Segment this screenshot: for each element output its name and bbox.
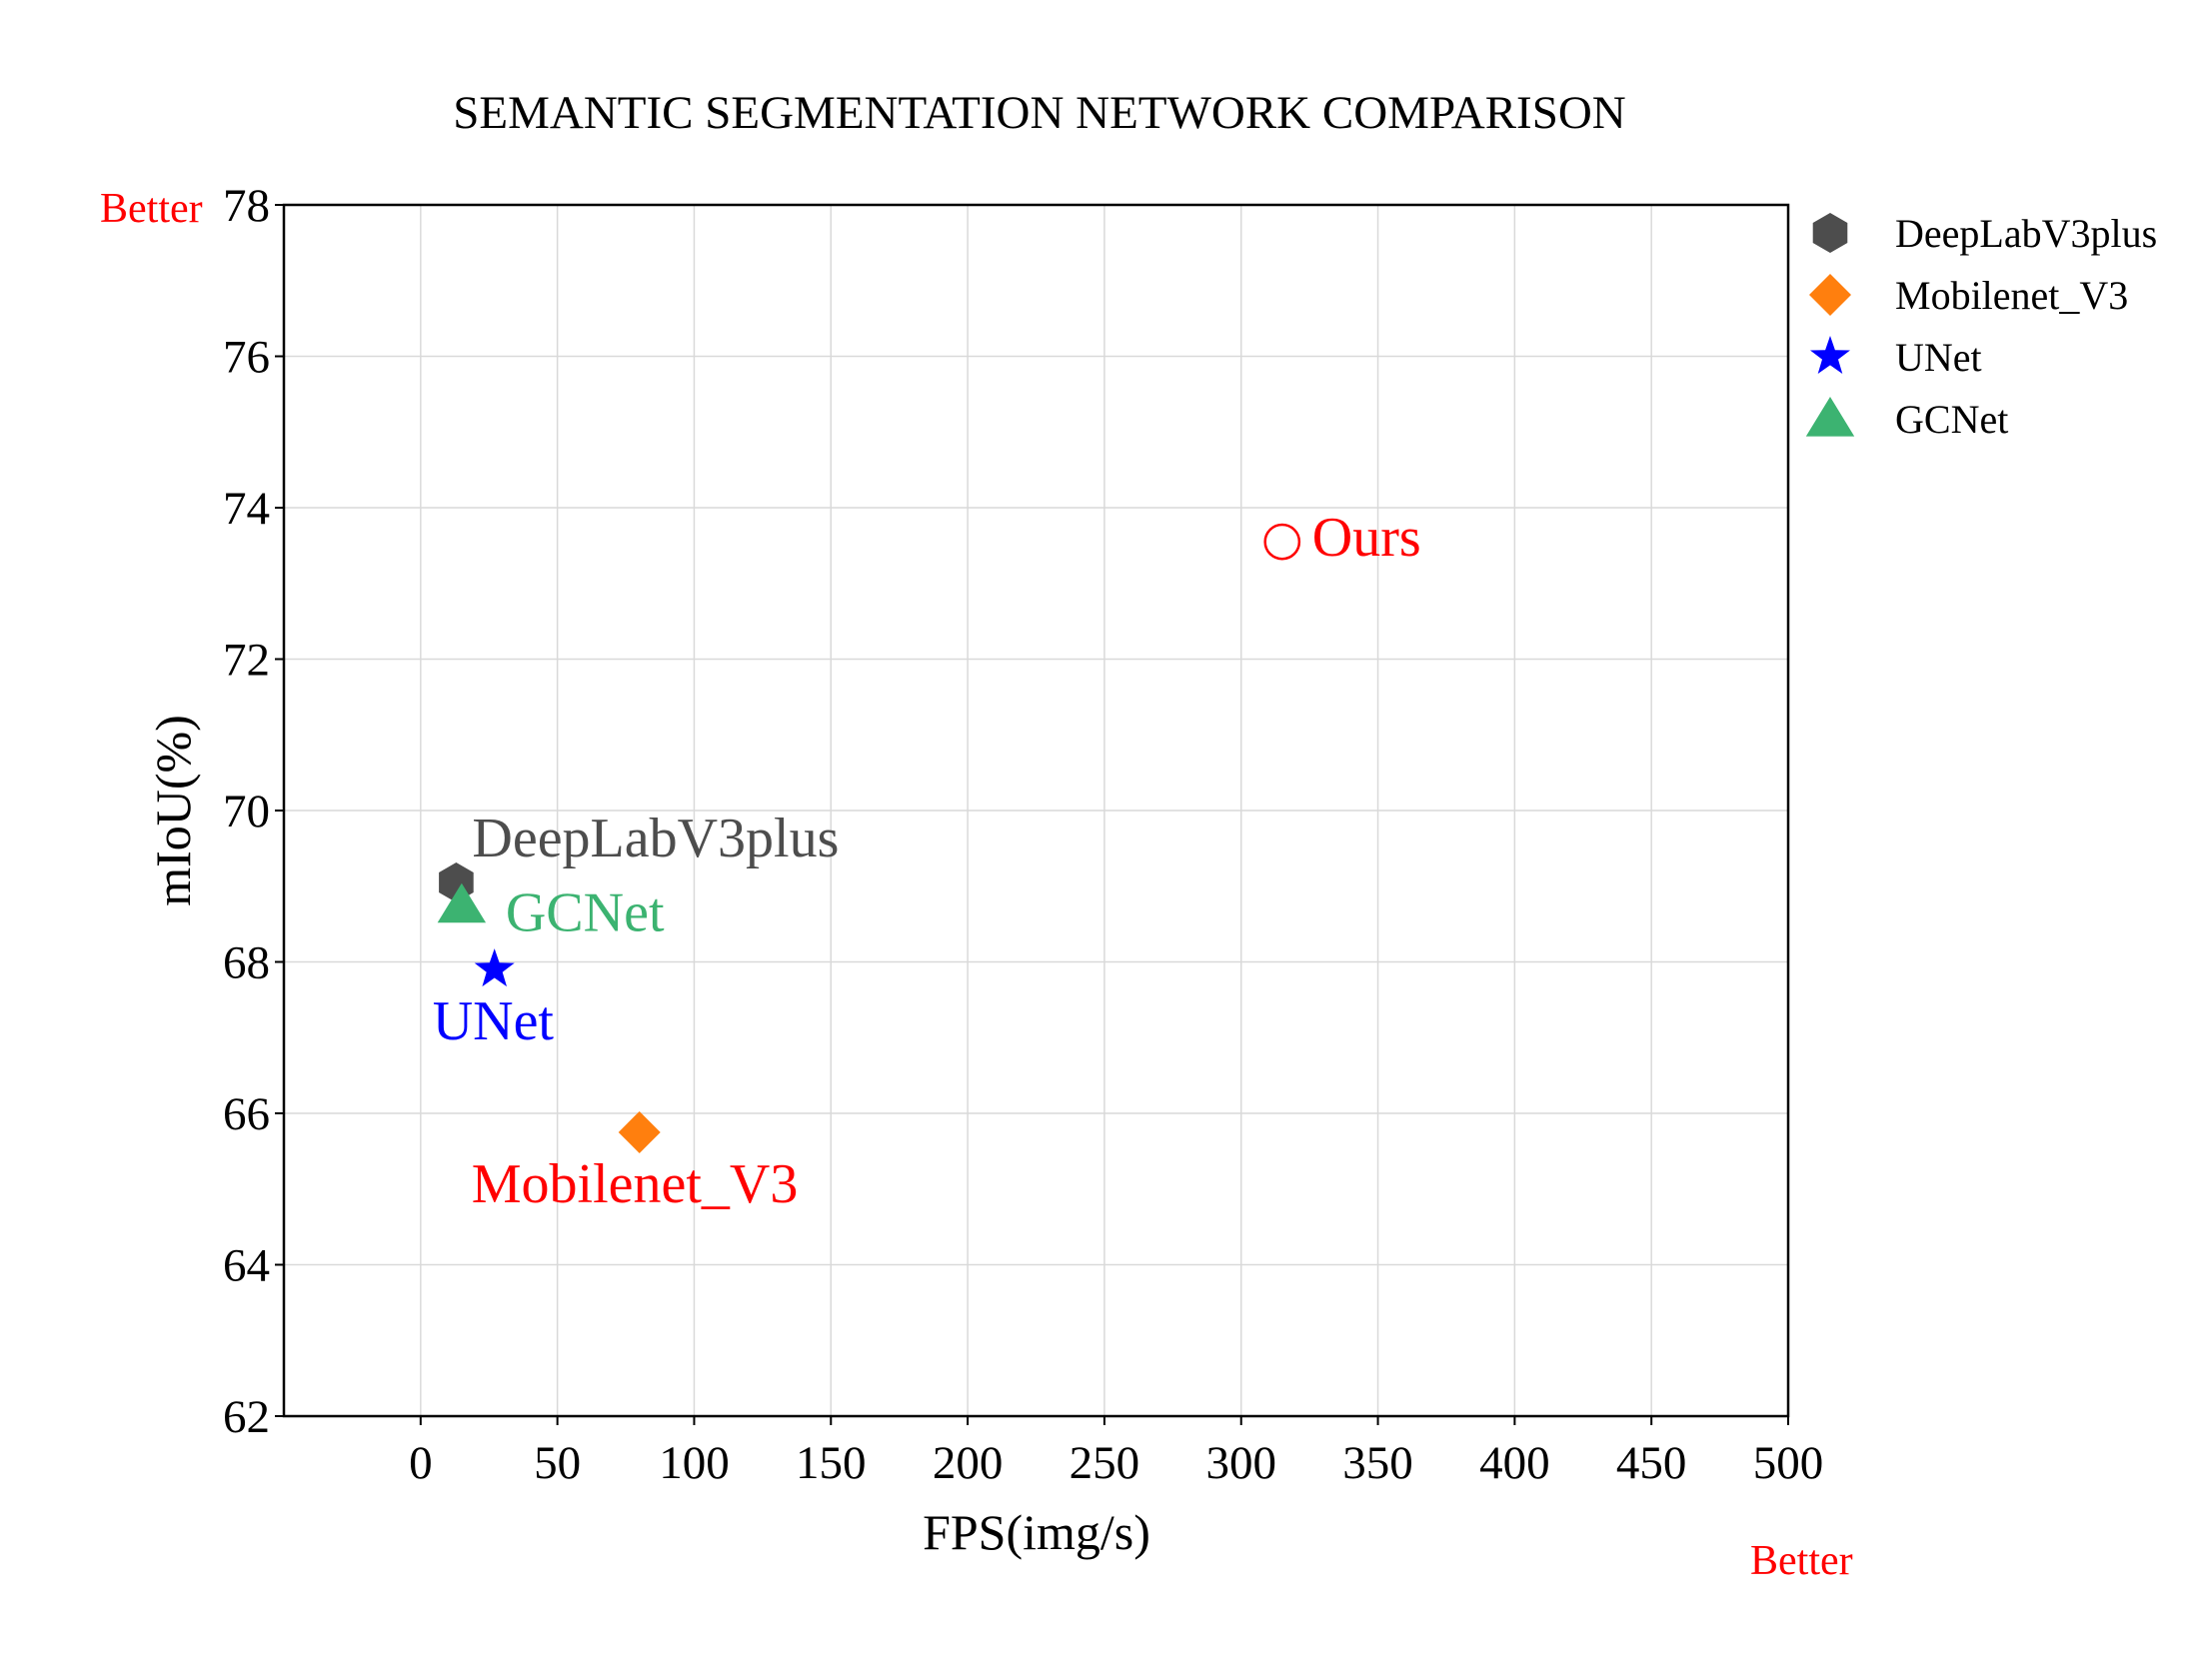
legend: DeepLabV3plus Mobilenet_V3 UNet GCNet — [1805, 211, 2157, 442]
y-tick-label: 68 — [223, 937, 270, 989]
legend-marker-deeplabv3plus — [1812, 213, 1848, 253]
better-label-bottom-right: Better — [1750, 1538, 1853, 1584]
y-axis-label: mIoU(%) — [145, 715, 201, 906]
x-tick-label: 400 — [1479, 1437, 1550, 1489]
point-annotations: DeepLabV3plus Mobilenet_V3 UNet GCNet Ours — [433, 507, 1421, 1215]
point-mobilenet-v3 — [618, 1110, 661, 1153]
annotation-ours: Ours — [1312, 507, 1421, 569]
x-tick-label: 300 — [1205, 1437, 1276, 1489]
annotation-unet: UNet — [433, 990, 555, 1052]
better-label-top-left: Better — [100, 186, 203, 232]
data-points — [437, 523, 1301, 1153]
x-axis-label: FPS(img/s) — [923, 1504, 1150, 1560]
annotation-gcnet: GCNet — [506, 882, 665, 944]
point-ours — [1263, 523, 1301, 561]
legend-marker-gcnet — [1805, 397, 1855, 437]
y-tick-label: 62 — [223, 1391, 270, 1443]
legend-label-mobilenet-v3: Mobilenet_V3 — [1895, 273, 2128, 318]
x-tick-label: 50 — [534, 1437, 581, 1489]
x-tick-label: 0 — [409, 1437, 433, 1489]
x-tick-label: 100 — [659, 1437, 730, 1489]
axis-ticks: 0 50 100 150 200 250 300 350 400 450 500 62 64 66 68 70… — [223, 180, 1823, 1489]
point-gcnet — [437, 882, 487, 923]
x-tick-label: 450 — [1616, 1437, 1687, 1489]
y-tick-label: 76 — [223, 332, 270, 384]
chart-title: SEMANTIC SEGMENTATION NETWORK COMPARISON — [453, 87, 1625, 139]
x-tick-label: 150 — [796, 1437, 867, 1489]
point-unet — [474, 948, 515, 987]
annotation-deeplabv3plus: DeepLabV3plus — [472, 808, 839, 869]
y-tick-label: 64 — [223, 1240, 270, 1292]
y-tick-label: 72 — [223, 635, 270, 687]
legend-label-gcnet: GCNet — [1895, 397, 2008, 442]
x-tick-label: 200 — [933, 1437, 1004, 1489]
x-tick-label: 350 — [1342, 1437, 1413, 1489]
y-tick-label: 70 — [223, 786, 270, 838]
y-tick-label: 78 — [223, 180, 270, 232]
y-tick-label: 66 — [223, 1088, 270, 1140]
y-tick-label: 74 — [223, 483, 270, 535]
legend-marker-mobilenet-v3 — [1809, 274, 1851, 316]
x-tick-label: 500 — [1753, 1437, 1824, 1489]
legend-label-deeplabv3plus: DeepLabV3plus — [1895, 211, 2157, 256]
legend-label-unet: UNet — [1895, 335, 1982, 380]
x-tick-label: 250 — [1070, 1437, 1140, 1489]
annotation-mobilenet-v3: Mobilenet_V3 — [472, 1153, 799, 1215]
legend-marker-unet — [1810, 336, 1850, 374]
